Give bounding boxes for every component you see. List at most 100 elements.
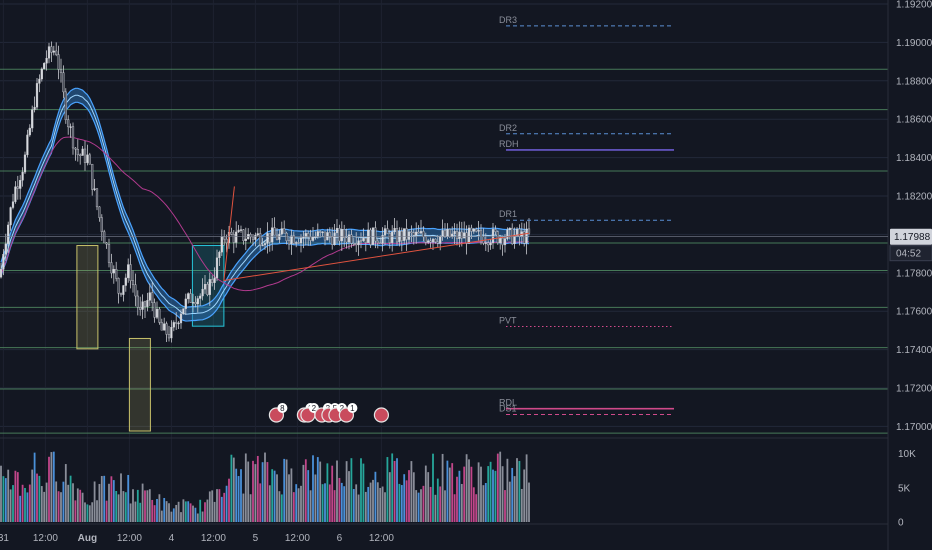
candle-body (371, 227, 375, 245)
x-tick-label: 12:00 (369, 533, 394, 544)
volume-bar (69, 475, 72, 522)
volume-bar (196, 513, 199, 522)
volume-bar (52, 451, 55, 522)
candle-body (64, 91, 67, 120)
candle-body (86, 154, 89, 163)
candle-body (98, 206, 101, 218)
volume-bar (523, 469, 526, 522)
level-label-rdl: RDL (499, 398, 517, 408)
volume-bar (403, 474, 406, 522)
x-tick-label: 4 (169, 533, 175, 544)
volume-bar (343, 486, 346, 522)
volume-bar (496, 453, 499, 522)
volume-bar (252, 460, 254, 522)
candle-body (117, 278, 120, 294)
volume-bar (170, 511, 173, 522)
candle-body (57, 54, 60, 70)
candle-body (67, 119, 70, 128)
volume-bar (393, 461, 396, 522)
candle-body (11, 201, 15, 208)
candle-body (124, 277, 127, 286)
candle-body (191, 302, 195, 304)
candle-body (256, 233, 259, 236)
candle-body (225, 238, 228, 244)
candle-body (513, 234, 516, 244)
candle-body (74, 147, 77, 150)
candles (0, 41, 531, 343)
candle-body (448, 229, 451, 237)
volume-bar (201, 511, 204, 522)
candle-body (266, 233, 269, 244)
volume-bar (470, 466, 473, 522)
volume-bar (74, 500, 77, 522)
volume-bar (525, 454, 528, 522)
volume-bar (172, 508, 175, 522)
candle-body (357, 240, 360, 246)
volume-bar (60, 492, 62, 522)
event-count-bubble (277, 403, 288, 413)
candle-body (26, 134, 29, 156)
candle-body (523, 231, 526, 244)
candle-body (28, 127, 31, 136)
level-label-ds1: DS1 (499, 403, 517, 413)
x-tick-label: 12:00 (285, 533, 310, 544)
volume-bar (355, 484, 358, 522)
volume-bar (321, 484, 324, 522)
candle-body (386, 228, 389, 234)
volume-bar (372, 479, 374, 522)
volume-bar (254, 464, 257, 522)
volume-bar (436, 478, 439, 522)
volume-bar (204, 502, 206, 522)
volume-bar (477, 462, 480, 522)
volume-bar (228, 478, 230, 522)
candle-body (127, 264, 130, 279)
volume-bar (247, 461, 250, 522)
volume-bar (283, 458, 286, 522)
volume-bar (465, 454, 468, 522)
candle-body (367, 229, 370, 243)
candle-body (139, 307, 142, 310)
candle-body (38, 78, 41, 84)
candle-body (160, 322, 163, 331)
volume-bar (439, 486, 442, 522)
volume-bar (259, 483, 262, 522)
volume-bar (208, 491, 211, 522)
candle-body (112, 269, 115, 274)
candle-body (333, 232, 336, 245)
zone-2 (128, 337, 151, 432)
candle-body (345, 237, 348, 243)
volume-bar (225, 485, 228, 522)
volume-tick-label: 5K (898, 483, 911, 494)
candle-body (460, 231, 463, 239)
volume-bar (427, 472, 430, 522)
level-label-rdh: RDH (499, 139, 519, 149)
countdown-box (889, 245, 932, 262)
candle-body (110, 262, 113, 274)
candle-body (220, 236, 223, 253)
candle-body (415, 231, 418, 236)
candle-body (388, 233, 391, 243)
volume-bar (268, 485, 271, 522)
last-price-label: 1.17988 (894, 232, 931, 243)
volume-bar (112, 480, 115, 522)
x-tick-label: Aug (78, 533, 97, 544)
volume-bar (348, 471, 350, 522)
projection (223, 186, 530, 282)
horizontal-lines (0, 68, 888, 434)
volume-bar (492, 469, 494, 522)
volume-bar (115, 490, 118, 522)
candle-body (376, 240, 379, 244)
volume-bar (352, 489, 355, 522)
candle-body (155, 308, 159, 318)
volume-bar (333, 490, 336, 522)
volume-bar (472, 487, 475, 522)
volume-bar (96, 500, 98, 522)
volume-bar (350, 458, 353, 522)
candle-body (381, 235, 384, 244)
candle-body (290, 235, 293, 245)
candle-body (52, 50, 55, 53)
volume-bar (381, 486, 384, 522)
y-tick-label: 1.18200 (896, 192, 932, 203)
y-tick-label: 1.17600 (896, 307, 932, 318)
